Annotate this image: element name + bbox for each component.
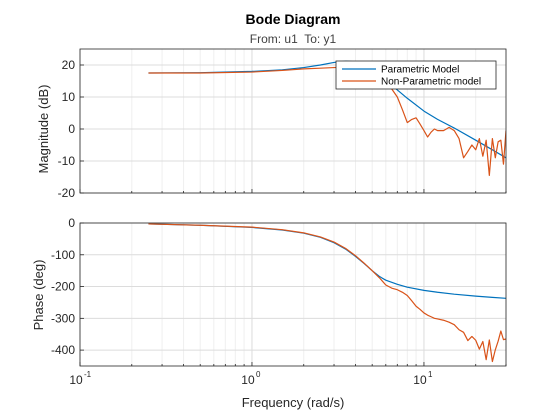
x-tick-exponent: 1	[428, 370, 433, 379]
phase-ytick-label: 0	[68, 216, 75, 230]
x-tick-base: 10	[413, 373, 427, 387]
phase-ytick-label: -200	[51, 280, 75, 294]
magnitude-ylabel: Magnitude (dB)	[36, 85, 51, 174]
magnitude-ytick-label: -20	[58, 186, 76, 200]
x-tick-exponent: -1	[84, 370, 92, 379]
legend-parametric-label: Parametric Model	[381, 65, 459, 76]
phase-ytick-label: -300	[51, 311, 75, 325]
chart-subtitle: From: u1 To: y1	[250, 32, 337, 46]
magnitude-ytick-label: 10	[62, 90, 76, 104]
phase-ytick-label: -100	[51, 248, 75, 262]
x-tick-label: 10 -1	[69, 370, 91, 387]
phase-ytick-label: -400	[51, 343, 75, 357]
phase-plot-area	[80, 223, 506, 366]
x-axis-label: Frequency (rad/s)	[242, 395, 345, 410]
x-tick-base: 10	[69, 373, 83, 387]
magnitude-ytick-label: -10	[58, 154, 76, 168]
x-tick-base: 10	[241, 373, 255, 387]
magnitude-ytick-label: 20	[62, 58, 76, 72]
phase-ylabel: Phase (deg)	[31, 260, 46, 331]
x-tick-label: 10 0	[241, 370, 261, 387]
magnitude-ytick-label: 0	[68, 122, 75, 136]
x-tick-exponent: 0	[256, 370, 261, 379]
legend-nonparametric-label: Non-Parametric model	[381, 77, 481, 88]
chart-title: Bode Diagram	[246, 11, 341, 27]
x-tick-label: 10 1	[413, 370, 433, 387]
